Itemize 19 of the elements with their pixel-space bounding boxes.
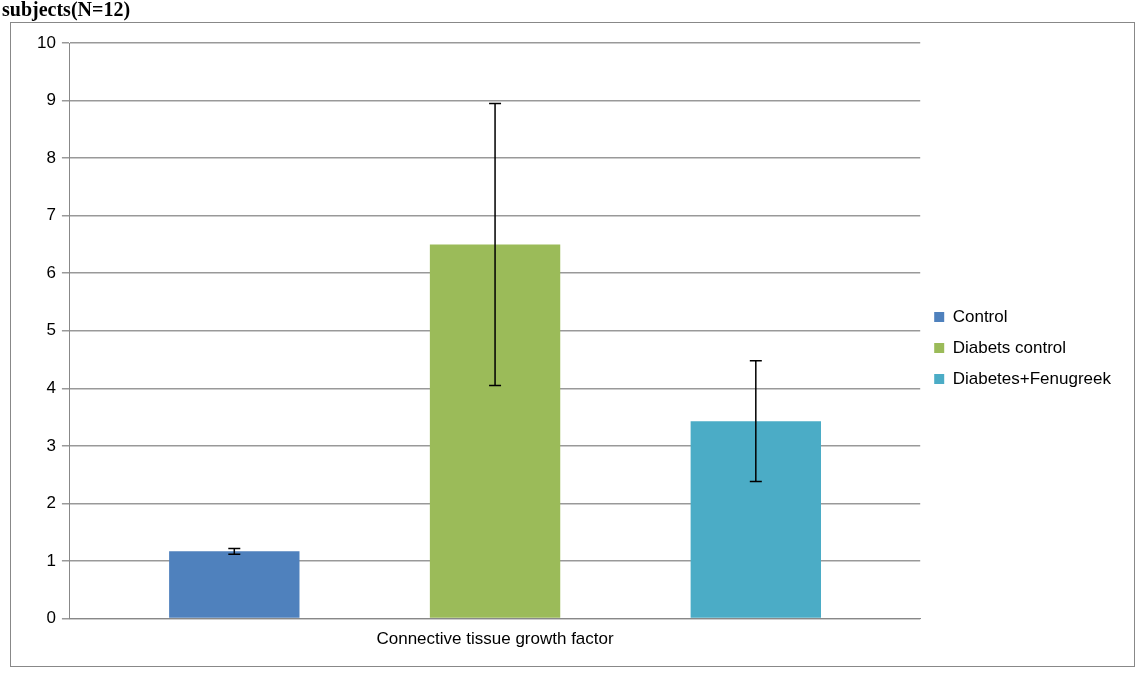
legend-label: Diabetes+Fenugreek — [952, 368, 1112, 388]
chart-title: subjects(N=12) — [2, 0, 131, 21]
legend-label: Control — [952, 306, 1008, 326]
y-tick-label: 7 — [46, 205, 56, 225]
bar — [690, 421, 821, 618]
bar — [429, 244, 561, 618]
y-tick-label: 8 — [46, 147, 56, 167]
legend-label: Diabets control — [952, 337, 1067, 357]
y-tick-label: 1 — [46, 550, 56, 570]
y-tick-label: 6 — [46, 262, 56, 282]
x-tick-label: Connective tissue growth factor — [376, 629, 614, 649]
y-tick-label: 2 — [46, 493, 56, 513]
y-tick-label: 10 — [36, 32, 56, 52]
y-tick-label: 4 — [46, 378, 56, 398]
y-tick-label: 3 — [46, 435, 56, 455]
y-tick-label: 0 — [46, 608, 56, 628]
y-tick-label: 9 — [46, 90, 56, 110]
bar — [169, 551, 300, 618]
y-tick-label: 5 — [46, 320, 56, 340]
